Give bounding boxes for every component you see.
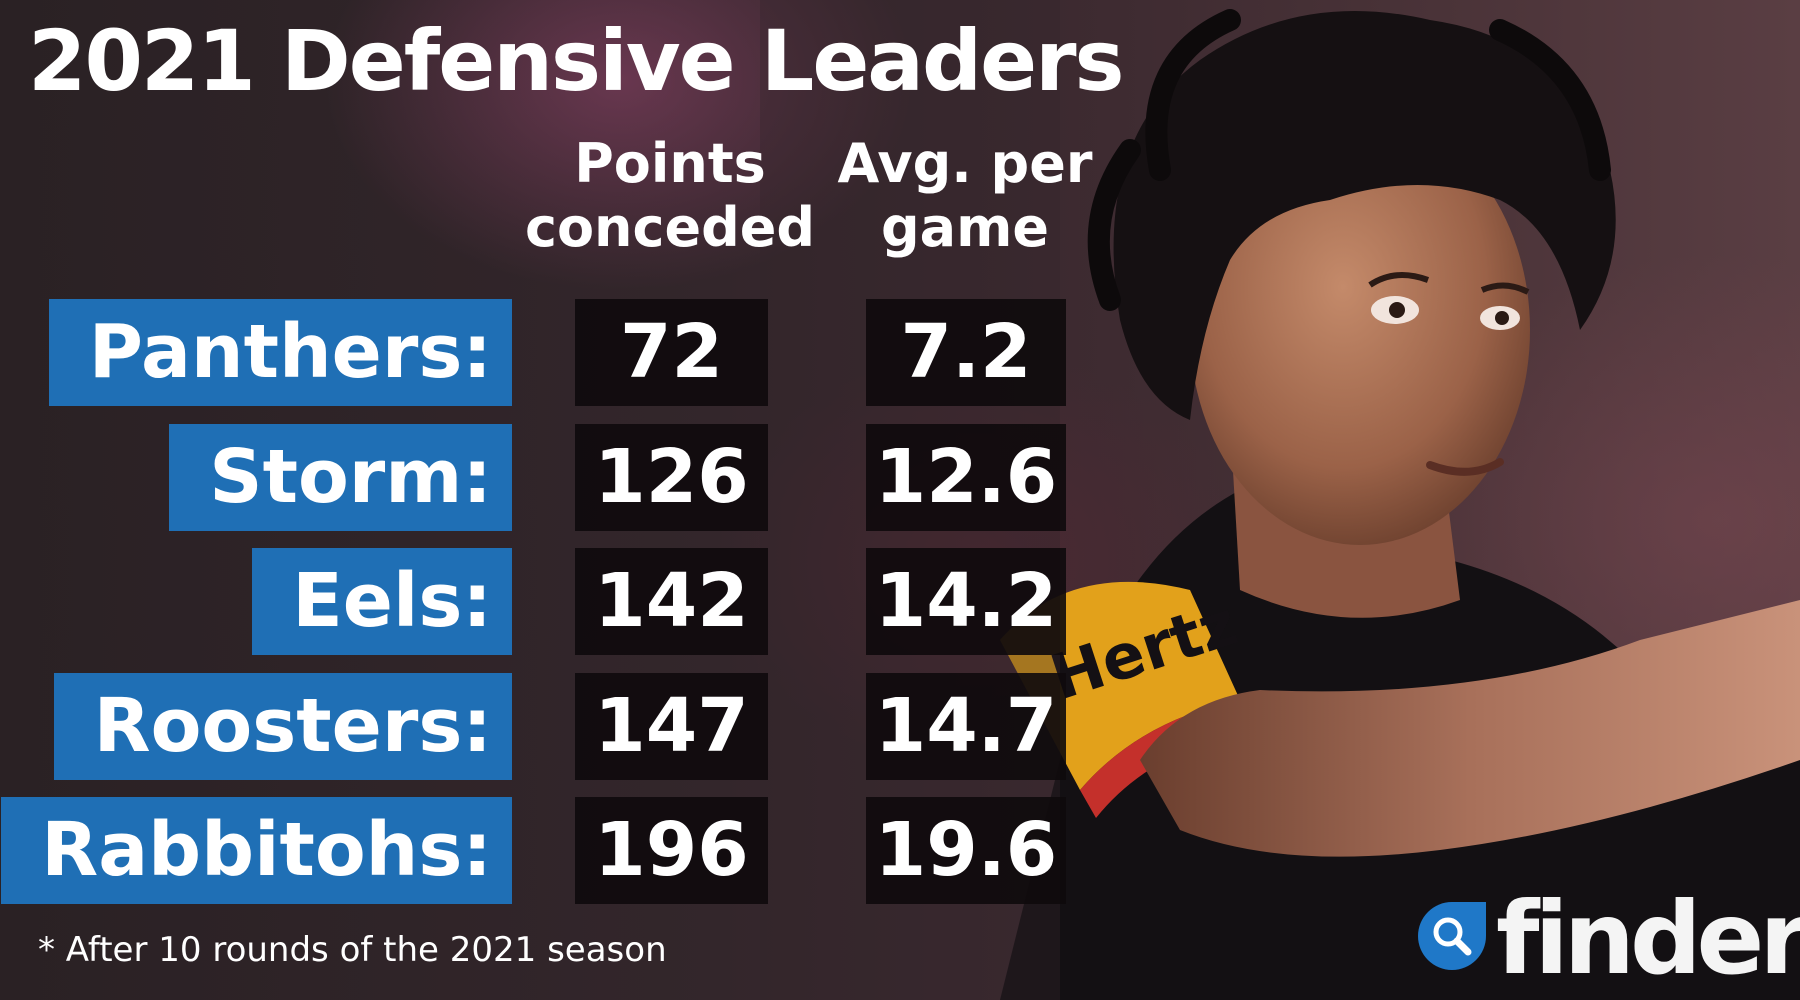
points-conceded-header: Points conceded [500,132,840,260]
footnote: * After 10 rounds of the 2021 season [38,930,667,970]
team-label: Storm: [169,424,512,531]
search-magnifier-icon [1418,902,1486,970]
finder-logo-text: finder [1496,880,1800,997]
points-value: 147 [575,673,768,780]
finder-logo: finder [1416,880,1800,997]
points-value: 142 [575,548,768,655]
team-label: Eels: [252,548,512,655]
avg-per-game-header: Avg. per game [800,132,1130,260]
points-value: 126 [575,424,768,531]
team-label: Roosters: [53,673,512,780]
points-header-line1: Points [574,132,766,195]
avg-header-line1: Avg. per [837,132,1093,195]
points-value: 72 [575,299,768,406]
team-label: Panthers: [48,299,512,406]
team-label: Rabbitohs: [1,797,512,904]
avg-value: 19.6 [866,797,1066,904]
avg-value: 12.6 [866,424,1066,531]
avg-value: 7.2 [866,299,1066,406]
avg-value: 14.7 [866,673,1066,780]
chart-title: 2021 Defensive Leaders [28,12,1125,110]
avg-header-line2: game [881,196,1049,259]
points-value: 196 [575,797,768,904]
points-header-line2: conceded [524,196,816,259]
avg-value: 14.2 [866,548,1066,655]
